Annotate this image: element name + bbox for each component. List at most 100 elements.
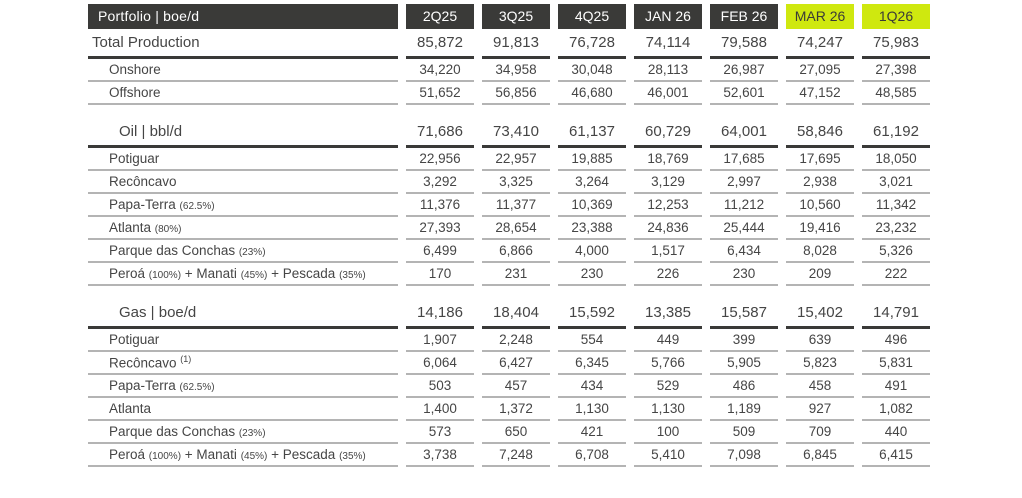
value-cell: 52,601	[710, 82, 778, 105]
value-cell: 709	[786, 421, 854, 444]
value-cell: 6,345	[558, 352, 626, 375]
value-cell: 231	[482, 263, 550, 286]
value-cell: 76,728	[558, 29, 626, 59]
value-cell: 23,388	[558, 217, 626, 240]
row-label-segment: (45%)	[240, 270, 268, 281]
value-cell: 17,695	[786, 148, 854, 171]
value-cell: 23,232	[862, 217, 930, 240]
column-header-2q25: 2Q25	[406, 4, 474, 29]
value-cell: 75,983	[862, 29, 930, 59]
value-cell: 209	[786, 263, 854, 286]
value-cell: 230	[558, 263, 626, 286]
value-cell: 1,907	[406, 329, 474, 352]
column-header-1q26: 1Q26	[862, 4, 930, 29]
section-header-row-gas: Gas | boe/d 14,186 18,404 15,592 13,385 15,58…	[88, 299, 930, 329]
value-cell: 1,130	[558, 398, 626, 421]
value-cell: 6,434	[710, 240, 778, 263]
value-cell: 22,956	[406, 148, 474, 171]
row-label: Offshore	[88, 82, 398, 105]
row-label-segment: (23%)	[238, 247, 266, 258]
value-cell: 6,064	[406, 352, 474, 375]
value-cell: 491	[862, 375, 930, 398]
value-cell: 927	[786, 398, 854, 421]
row-label-segment: Recôncavo	[109, 174, 177, 189]
value-cell: 18,050	[862, 148, 930, 171]
row-label-segment: + Manati	[181, 266, 241, 281]
row-label: Parque das Conchas (23%)	[88, 240, 398, 263]
value-cell: 222	[862, 263, 930, 286]
value-cell: 46,001	[634, 82, 702, 105]
value-cell: 34,220	[406, 59, 474, 82]
row-label: Peroá (100%) + Manati (45%) + Pescada (3…	[88, 444, 398, 467]
value-cell: 61,137	[558, 118, 626, 148]
value-cell: 6,845	[786, 444, 854, 467]
value-cell: 3,292	[406, 171, 474, 194]
row-label: Potiguar	[88, 329, 398, 352]
table-row: Offshore 51,652 56,856 46,680 46,001 52,601 47…	[88, 82, 930, 105]
value-cell: 7,248	[482, 444, 550, 467]
value-cell: 18,404	[482, 299, 550, 329]
value-cell: 5,326	[862, 240, 930, 263]
value-cell: 13,385	[634, 299, 702, 329]
value-cell: 2,997	[710, 171, 778, 194]
value-cell: 79,588	[710, 29, 778, 59]
section-spacer	[88, 105, 930, 118]
table-header-row: Portfolio | boe/d 2Q25 3Q25 4Q25 JAN 26 …	[88, 4, 930, 29]
value-cell: 1,517	[634, 240, 702, 263]
row-label-segment: (100%)	[148, 451, 182, 462]
column-header-jan26: JAN 26	[634, 4, 702, 29]
row-label-segment: (35%)	[339, 270, 366, 281]
value-cell: 18,769	[634, 148, 702, 171]
value-cell: 8,028	[786, 240, 854, 263]
row-label: Atlanta (80%)	[88, 217, 398, 240]
value-cell: 46,680	[558, 82, 626, 105]
value-cell: 2,248	[482, 329, 550, 352]
value-cell: 11,342	[862, 194, 930, 217]
value-cell: 496	[862, 329, 930, 352]
value-cell: 27,398	[862, 59, 930, 82]
value-cell: 399	[710, 329, 778, 352]
value-cell: 639	[786, 329, 854, 352]
value-cell: 4,000	[558, 240, 626, 263]
table-row: Parque das Conchas (23%) 573 650 421 100 509 7…	[88, 421, 930, 444]
value-cell: 5,766	[634, 352, 702, 375]
value-cell: 14,186	[406, 299, 474, 329]
value-cell: 449	[634, 329, 702, 352]
value-cell: 17,685	[710, 148, 778, 171]
row-label-segment: Offshore	[109, 85, 161, 100]
value-cell: 19,885	[558, 148, 626, 171]
row-label: Parque das Conchas (23%)	[88, 421, 398, 444]
row-label-segment: Oil | bbl/d	[119, 123, 183, 140]
value-cell: 51,652	[406, 82, 474, 105]
value-cell: 6,708	[558, 444, 626, 467]
value-cell: 1,372	[482, 398, 550, 421]
value-cell: 58,846	[786, 118, 854, 148]
value-cell: 486	[710, 375, 778, 398]
value-cell: 19,416	[786, 217, 854, 240]
value-cell: 7,098	[710, 444, 778, 467]
value-cell: 27,095	[786, 59, 854, 82]
value-cell: 650	[482, 421, 550, 444]
row-label: Papa-Terra (62.5%)	[88, 194, 398, 217]
value-cell: 60,729	[634, 118, 702, 148]
row-label-segment: (62.5%)	[179, 382, 215, 393]
value-cell: 421	[558, 421, 626, 444]
value-cell: 226	[634, 263, 702, 286]
table-body: Total Production 85,872 91,813 76,728 74,114…	[88, 29, 930, 467]
row-label-segment: + Pescada	[267, 447, 340, 462]
value-cell: 3,325	[482, 171, 550, 194]
table-row: Peroá (100%) + Manati (45%) + Pescada (3…	[88, 444, 930, 467]
value-cell: 3,021	[862, 171, 930, 194]
value-cell: 47,152	[786, 82, 854, 105]
row-label-segment: (100%)	[148, 270, 182, 281]
table-row: Recôncavo (1) 6,064 6,427 6,345 5,766 5,905 5,…	[88, 352, 930, 375]
row-label-segment: Onshore	[109, 62, 161, 77]
row-label-segment: Atlanta	[109, 401, 152, 416]
table-row: Atlanta (80%) 27,393 28,654 23,388 24,836 25,…	[88, 217, 930, 240]
value-cell: 24,836	[634, 217, 702, 240]
value-cell: 10,560	[786, 194, 854, 217]
row-label-segment: Recôncavo	[109, 355, 181, 371]
row-label-segment: Potiguar	[109, 332, 160, 347]
section-spacer	[88, 286, 930, 299]
